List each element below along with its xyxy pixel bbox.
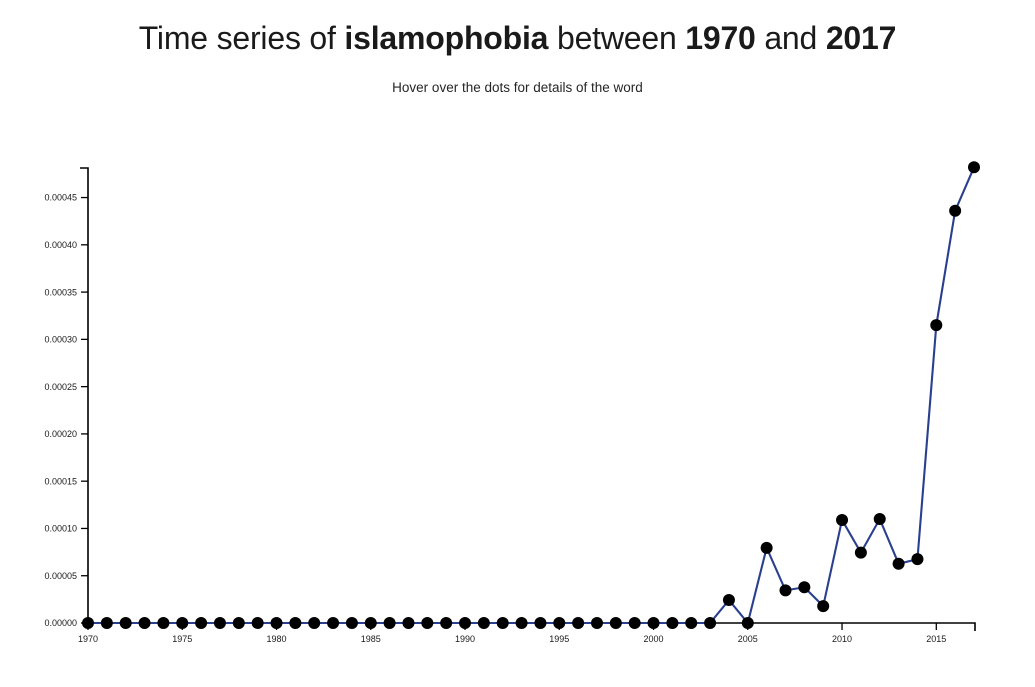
data-point-dot[interactable]: [270, 617, 283, 629]
data-point-dot[interactable]: [836, 513, 849, 526]
title-keyword: islamophobia: [344, 20, 549, 56]
data-point-dot[interactable]: [459, 617, 472, 629]
data-point-dot[interactable]: [100, 617, 113, 629]
x-tick-label: 2005: [738, 634, 758, 644]
page-subtitle: Hover over the dots for details of the w…: [392, 80, 643, 95]
x-tick-label: 2000: [644, 634, 664, 644]
series-line-group: [86, 166, 976, 625]
title-year-end: 2017: [825, 20, 897, 56]
data-point-dot[interactable]: [760, 541, 773, 554]
data-point-dot[interactable]: [779, 584, 792, 597]
x-tick-label: 2010: [832, 634, 852, 644]
data-point-dot[interactable]: [628, 617, 641, 629]
x-tick-label: 1980: [266, 634, 286, 644]
x-tick-label: 1970: [78, 634, 98, 644]
y-tick-label: 0.00015: [44, 476, 77, 486]
data-point-dot[interactable]: [232, 617, 245, 629]
data-point-dot[interactable]: [704, 617, 717, 629]
x-tick-label: 1990: [455, 634, 475, 644]
y-tick-label: 0.00030: [44, 335, 77, 345]
data-point-dot[interactable]: [402, 617, 415, 629]
y-axis: 0.00000 0.00005 0.00010 0.00015 0.00020 0.000…: [44, 167, 89, 628]
x-tick-label: 1985: [361, 634, 381, 644]
data-point-dot[interactable]: [515, 617, 528, 629]
x-tick-label: 1975: [172, 634, 192, 644]
data-point-dot[interactable]: [383, 617, 396, 629]
data-point-dot[interactable]: [195, 617, 208, 629]
y-tick-label: 0.00025: [44, 382, 77, 392]
data-point-dot[interactable]: [213, 617, 226, 629]
y-tick-label: 0.00040: [44, 240, 77, 250]
x-tick-label: 2015: [926, 634, 946, 644]
data-point-dot[interactable]: [289, 617, 302, 629]
data-point-dot[interactable]: [930, 319, 943, 332]
series-line: [86, 166, 976, 625]
data-point-dot[interactable]: [477, 617, 490, 629]
data-point-dot[interactable]: [345, 617, 358, 629]
data-point-dot[interactable]: [82, 617, 94, 629]
data-point-dot[interactable]: [968, 161, 980, 174]
data-point-dot[interactable]: [308, 617, 321, 629]
x-tick-label: 1995: [549, 634, 569, 644]
data-point-dot[interactable]: [949, 204, 962, 217]
data-point-dot[interactable]: [251, 617, 264, 629]
data-point-dot[interactable]: [892, 557, 905, 570]
data-point-dot[interactable]: [722, 594, 735, 607]
data-point-dot[interactable]: [157, 617, 170, 629]
title-text-part3: and: [755, 20, 826, 56]
y-tick-label: 0.00005: [44, 571, 77, 581]
title-text-part1: Time series of: [138, 20, 345, 56]
y-tick-label: 0.00035: [44, 287, 77, 297]
y-axis-line: [80, 167, 89, 623]
data-point-dot[interactable]: [609, 617, 622, 629]
data-point-dot[interactable]: [364, 617, 377, 629]
data-point-dot[interactable]: [590, 617, 603, 629]
data-point-dot[interactable]: [798, 581, 811, 594]
data-point-dot[interactable]: [553, 617, 566, 629]
data-point-dot[interactable]: [817, 600, 830, 613]
title-text-part2: between: [548, 20, 686, 56]
data-point-dot[interactable]: [421, 617, 434, 629]
data-point-dot[interactable]: [854, 546, 867, 559]
data-point-dot[interactable]: [572, 617, 585, 629]
data-point-dot[interactable]: [496, 617, 509, 629]
data-point-dot[interactable]: [138, 617, 151, 629]
series-dots-group: [82, 161, 980, 629]
data-point-dot[interactable]: [440, 617, 453, 629]
page-title: Time series of islamophobia between 1970…: [0, 20, 1035, 57]
data-point-dot[interactable]: [666, 617, 679, 629]
y-tick-label: 0.00010: [44, 524, 77, 534]
title-year-start: 1970: [685, 20, 756, 56]
data-point-dot[interactable]: [534, 617, 547, 629]
y-tick-label: 0.00045: [44, 193, 77, 203]
data-point-dot[interactable]: [741, 617, 754, 629]
data-point-dot[interactable]: [911, 553, 924, 566]
data-point-dot[interactable]: [327, 617, 340, 629]
y-tick-label: 0.00020: [44, 429, 77, 439]
data-point-dot[interactable]: [176, 617, 189, 629]
data-point-dot[interactable]: [685, 617, 698, 629]
data-point-dot[interactable]: [119, 617, 132, 629]
y-tick-label: 0.00000: [44, 618, 77, 628]
data-point-dot[interactable]: [647, 617, 660, 629]
data-point-dot[interactable]: [873, 513, 886, 525]
